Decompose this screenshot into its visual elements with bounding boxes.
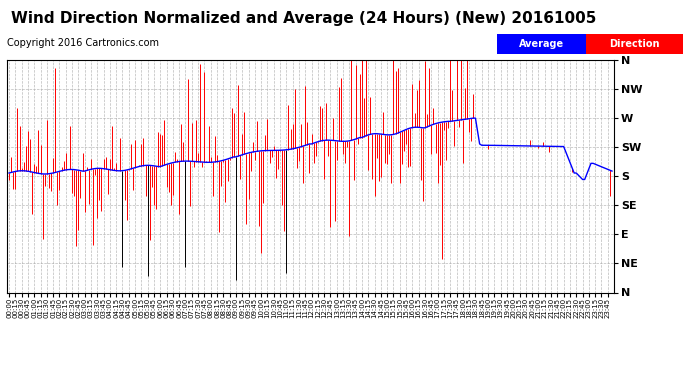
Text: Copyright 2016 Cartronics.com: Copyright 2016 Cartronics.com (7, 38, 159, 48)
Text: Average: Average (519, 39, 564, 49)
FancyBboxPatch shape (497, 34, 586, 54)
Text: Wind Direction Normalized and Average (24 Hours) (New) 20161005: Wind Direction Normalized and Average (2… (11, 11, 596, 26)
Text: Direction: Direction (609, 39, 660, 49)
FancyBboxPatch shape (586, 34, 683, 54)
